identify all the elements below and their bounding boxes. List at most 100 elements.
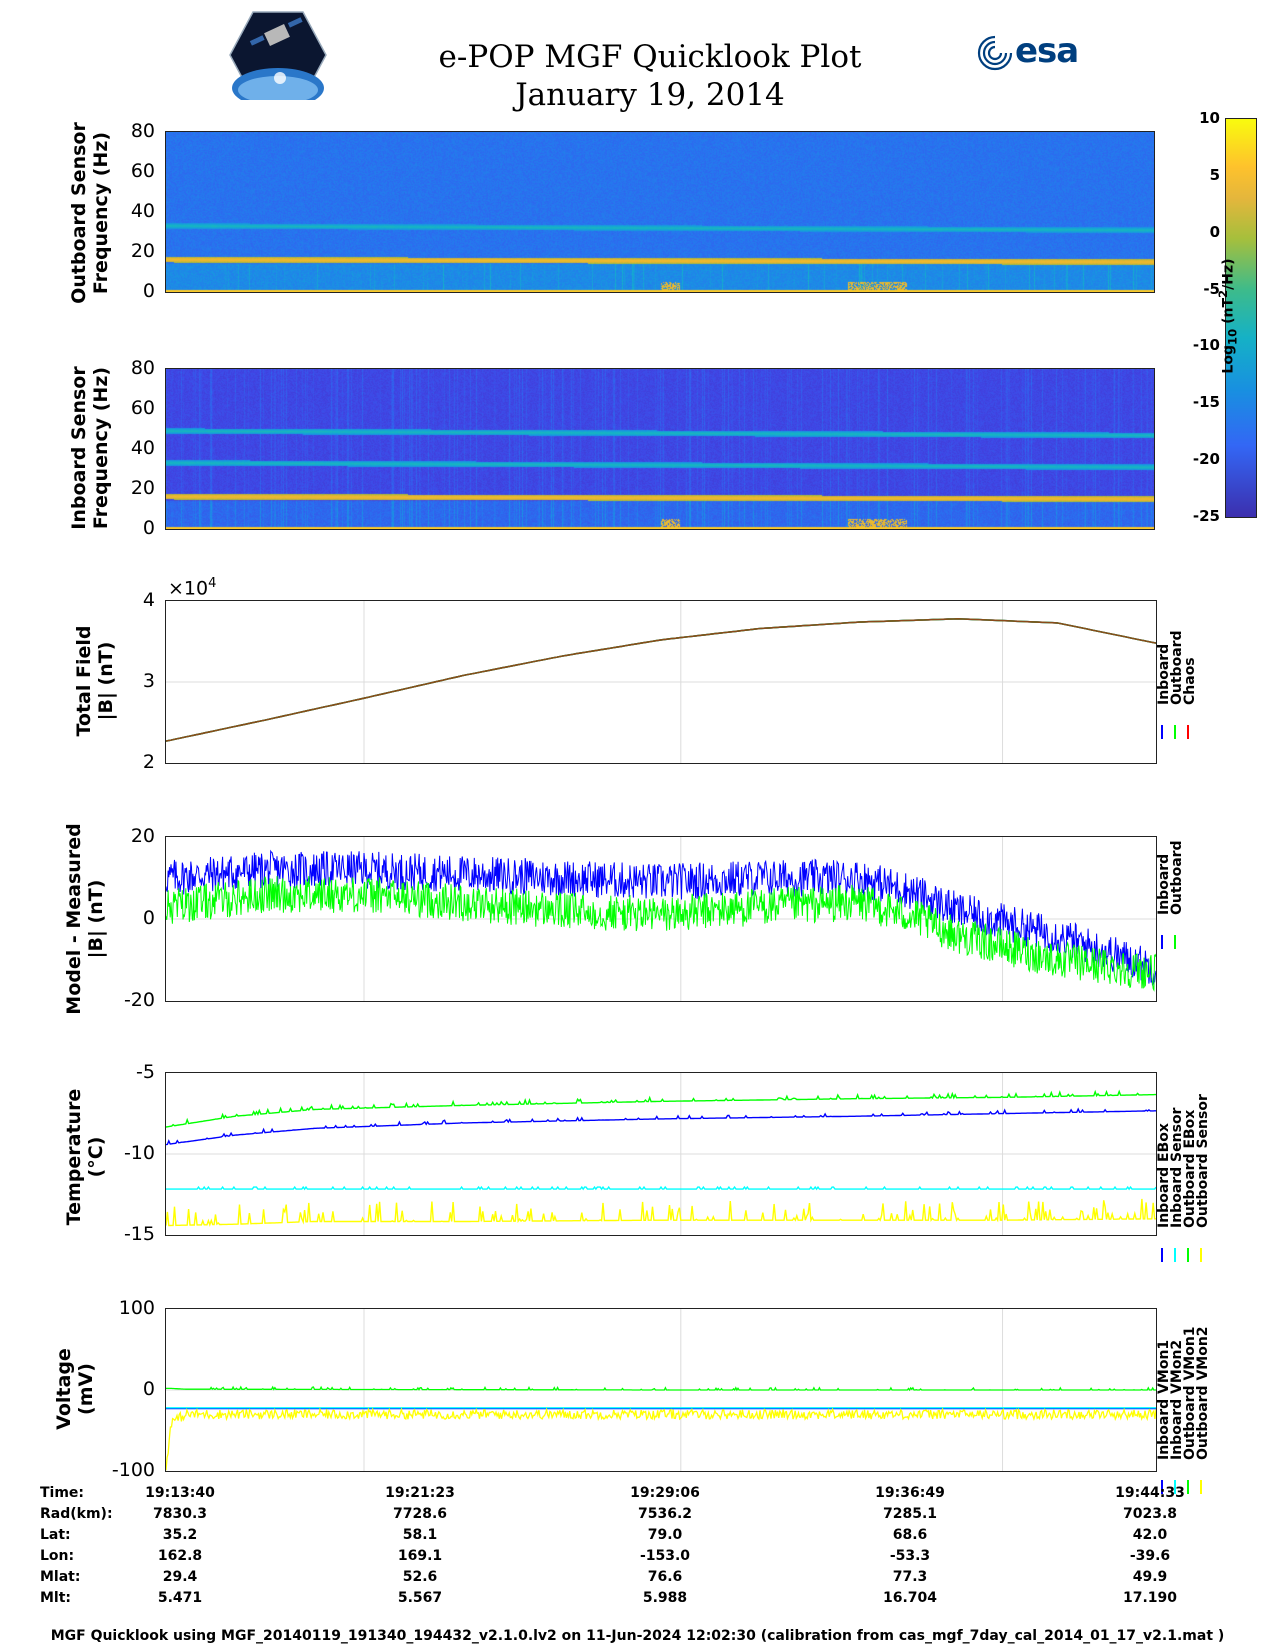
- colorbar-tick: -20: [1192, 450, 1220, 469]
- outboard-spectrogram: [165, 131, 1155, 293]
- ephemeris-label: Rad(km):: [40, 1506, 113, 1522]
- inboard-spec-ytick: 0: [142, 517, 155, 539]
- voltage-legend-swatch: [1187, 1480, 1189, 1494]
- colorbar-tick: 0: [1209, 222, 1220, 241]
- ephemeris-value: 76.6: [647, 1569, 683, 1585]
- ephemeris-value: 19:36:49: [875, 1485, 945, 1501]
- ephemeris-row: Lat: 35.2 58.1 79.0 68.6 42.0: [40, 1527, 1200, 1548]
- temperature-plot: [165, 1072, 1157, 1236]
- temperature-legend-swatch: [1161, 1248, 1163, 1262]
- temperature-series-outboard-ebox: [166, 1185, 1156, 1191]
- colorbar-tick: -25: [1192, 507, 1220, 525]
- ephemeris-value: 17.190: [1122, 1590, 1178, 1606]
- temperature-ytick: -5: [136, 1061, 155, 1083]
- voltage-legend-label: Outboard VMon2: [1195, 1326, 1211, 1460]
- model-measured-legend-swatch: [1161, 935, 1163, 949]
- model-measured-ytick: -20: [123, 989, 155, 1011]
- ephemeris-value: 169.1: [397, 1548, 443, 1564]
- total-field-ytick: 2: [142, 751, 155, 773]
- esa-logo-text: esa: [1015, 31, 1079, 71]
- temperature-series-inboard-sensor: [166, 1107, 1156, 1146]
- total-field-legend-swatch: [1187, 725, 1189, 739]
- ephemeris-value: 29.4: [162, 1569, 198, 1585]
- colorbar-tick: -5: [1203, 279, 1220, 298]
- ephemeris-value: 19:21:23: [385, 1485, 455, 1501]
- outboard-spec-ytick: 60: [130, 160, 155, 182]
- model-measured-plot: [165, 836, 1157, 1002]
- outboard-spec-ytick: 20: [130, 240, 155, 262]
- inboard-spec-ytick: 60: [130, 397, 155, 419]
- inboard-spec-ytick: 80: [130, 357, 155, 379]
- ephemeris-value: 7536.2: [637, 1506, 693, 1522]
- temperature-legend-label: Outboard Sensor: [1195, 1094, 1211, 1228]
- outboard-spec-ytick: 0: [142, 280, 155, 302]
- ephemeris-label: Lon:: [40, 1548, 75, 1564]
- voltage-series-outboard-vmon1: [166, 1385, 1156, 1392]
- colorbar-tick: 10: [1199, 109, 1220, 127]
- ephemeris-value: 5.567: [397, 1590, 443, 1606]
- total-field-series-inboard: [166, 617, 1156, 742]
- total-field-exponent: ×104: [168, 576, 217, 600]
- ephemeris-value: 68.6: [892, 1527, 928, 1543]
- esa-swirl-icon: [977, 35, 1013, 71]
- mission-logo: [228, 10, 328, 100]
- model-measured-series-inboard: [166, 849, 1156, 986]
- voltage-ytick: -100: [111, 1459, 155, 1481]
- total-field-legend-swatch: [1174, 725, 1176, 739]
- esa-logo: esa: [975, 31, 1095, 75]
- ephemeris-value: 42.0: [1132, 1527, 1168, 1543]
- voltage-legend-swatch: [1174, 1480, 1176, 1494]
- outboard-spec-ytick: 40: [130, 200, 155, 222]
- outboard-spec-ytick: 80: [130, 120, 155, 142]
- temperature-series-outboard-sensor: [166, 1198, 1156, 1227]
- voltage-legend-swatch: [1161, 1480, 1163, 1494]
- ephemeris-value: 7830.3: [152, 1506, 208, 1522]
- inboard-spec-ytick: 20: [130, 477, 155, 499]
- ephemeris-row: Mlat: 29.4 52.6 76.6 77.3 49.9: [40, 1569, 1200, 1590]
- ephemeris-value: 19:13:40: [145, 1485, 215, 1501]
- outboard-spectrogram-image: [166, 132, 1154, 292]
- ephemeris-row: Time: 19:13:40 19:21:23 19:29:06 19:36:49 19:…: [40, 1485, 1200, 1506]
- ephemeris-value: 16.704: [882, 1590, 938, 1606]
- ephemeris-value: -39.6: [1129, 1548, 1171, 1564]
- colorbar-tick: 5: [1209, 165, 1220, 184]
- ephemeris-row: Mlt: 5.471 5.567 5.988 16.704 17.190: [40, 1590, 1200, 1611]
- temperature-ytick: -10: [123, 1142, 155, 1164]
- ephemeris-value: 19:44:33: [1115, 1485, 1185, 1501]
- ephemeris-value: 7728.6: [392, 1506, 448, 1522]
- ephemeris-value: 7285.1: [882, 1506, 938, 1522]
- colorbar-tick: -15: [1192, 393, 1220, 412]
- total-field-grid: [166, 601, 1156, 763]
- temperature-series-inboard-ebox: [166, 1089, 1156, 1128]
- voltage-ylabel: Voltage (mV): [53, 1348, 97, 1430]
- temperature-ytick: -15: [123, 1223, 155, 1245]
- ephemeris-value: -153.0: [639, 1548, 691, 1564]
- model-measured-ytick: 20: [130, 825, 155, 847]
- inboard-spec-ytick: 40: [130, 437, 155, 459]
- ephemeris-value: 49.9: [1132, 1569, 1168, 1585]
- total-field-ytick: 3: [142, 670, 155, 692]
- total-field-series-outboard: [166, 617, 1156, 742]
- voltage-ytick: 0: [142, 1378, 155, 1400]
- ephemeris-value: 79.0: [647, 1527, 683, 1543]
- inboard-spectrogram-image: [166, 369, 1154, 529]
- voltage-ytick: 100: [118, 1297, 155, 1319]
- model-measured-series-outboard: [166, 876, 1156, 992]
- ephemeris-value: 58.1: [402, 1527, 438, 1543]
- total-field-legend-label: Chaos: [1182, 657, 1198, 705]
- voltage-series-outboard-vmon2: [166, 1407, 1156, 1471]
- plot-title: e-POP MGF Quicklook Plot: [438, 39, 862, 75]
- ephemeris-value: 19:29:06: [630, 1485, 700, 1501]
- model-measured-ylabel: Model - Measured |B| (nT): [63, 823, 107, 1015]
- inboard-spectrogram: [165, 368, 1155, 530]
- ephemeris-value: 5.471: [157, 1590, 203, 1606]
- ephemeris-label: Mlt:: [40, 1590, 72, 1606]
- voltage-legend-swatch: [1200, 1480, 1202, 1494]
- ephemeris-value: 7023.8: [1122, 1506, 1178, 1522]
- plot-date: January 19, 2014: [515, 77, 785, 113]
- temperature-ylabel: Temperature (°C): [63, 1088, 107, 1226]
- temperature-legend-swatch: [1174, 1248, 1176, 1262]
- ephemeris-row: Lon: 162.8 169.1 -153.0 -53.3 -39.6: [40, 1548, 1200, 1569]
- ephemeris-value: 77.3: [892, 1569, 928, 1585]
- voltage-plot: [165, 1308, 1157, 1472]
